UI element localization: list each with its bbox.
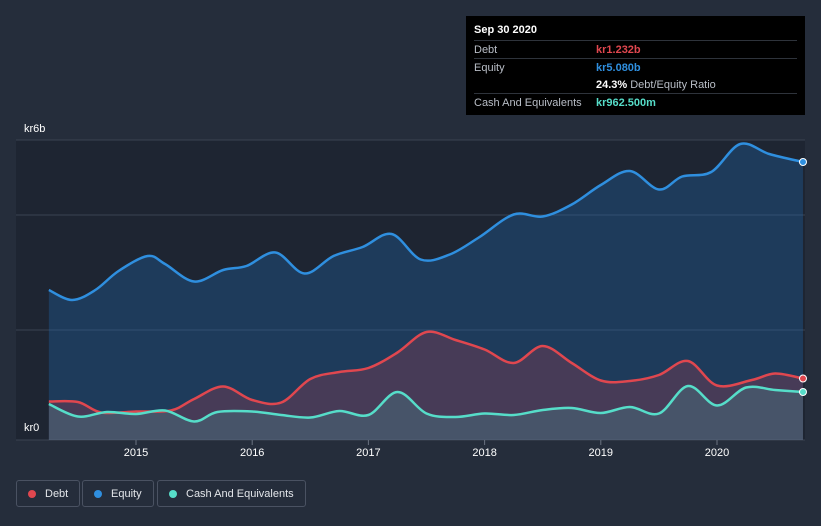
legend-debt-label: Debt (45, 487, 69, 500)
tooltip-ratio-row: 24.3% Debt/Equity Ratio (474, 76, 797, 93)
legend-item-cash[interactable]: Cash And Equivalents (157, 480, 306, 507)
legend-item-equity[interactable]: Equity (82, 480, 154, 507)
y-axis-label-bottom: kr0 (24, 422, 40, 434)
tooltip-equity-row: Equity kr5.080b (474, 58, 797, 76)
tooltip-cash-label: Cash And Equivalents (474, 96, 582, 109)
series-end-markers (798, 158, 807, 396)
legend-cash-label: Cash And Equivalents (186, 487, 294, 500)
x-tick-label: 2019 (589, 447, 613, 459)
legend-equity-label: Equity (111, 487, 142, 500)
debt-line (48, 330, 804, 415)
tooltip-debt-row: Debt kr1.232b (474, 40, 797, 58)
tooltip-debt-label: Debt (474, 43, 498, 56)
cash-line (48, 384, 804, 423)
cash-area (48, 385, 803, 440)
tooltip-debt-value: kr1.232b (596, 43, 641, 56)
tooltip-cash-value: kr962.500m (596, 96, 656, 109)
equity-end-marker (798, 158, 807, 166)
data-tooltip: Sep 30 2020 Debt kr1.232b Equity kr5.080… (466, 16, 805, 115)
y-axis-label-top: kr6b (24, 123, 46, 135)
tooltip-cash-row: Cash And Equivalents kr962.500m (474, 93, 797, 111)
cash-end-marker (798, 388, 807, 396)
tooltip-date: Sep 30 2020 (474, 24, 537, 36)
legend-item-debt[interactable]: Debt (16, 480, 81, 507)
equity-area (48, 143, 803, 440)
x-tick-label: 2020 (705, 447, 729, 459)
series-lines (48, 142, 804, 423)
tooltip-ratio-label: Debt/Equity Ratio (630, 78, 716, 91)
debt-area (48, 331, 803, 440)
debt-end-marker (798, 374, 807, 383)
cash-legend-dot-icon (169, 489, 177, 498)
equity-line (48, 142, 804, 302)
plot-background (16, 140, 805, 440)
x-tick-label: 2018 (472, 447, 496, 459)
x-tick-label: 2015 (124, 447, 148, 459)
series-areas (48, 143, 803, 440)
x-tick-label: 2017 (356, 447, 380, 459)
x-axis-ticks: 2015 2016 2017 2018 2019 2020 (124, 440, 729, 459)
tooltip-ratio-value: 24.3% (596, 78, 628, 91)
debt-legend-dot-icon (28, 489, 36, 498)
gridlines (16, 139, 805, 441)
tooltip-equity-value: kr5.080b (596, 61, 641, 74)
equity-legend-dot-icon (94, 489, 102, 498)
tooltip-equity-label: Equity (474, 61, 505, 74)
x-tick-label: 2016 (240, 447, 264, 459)
